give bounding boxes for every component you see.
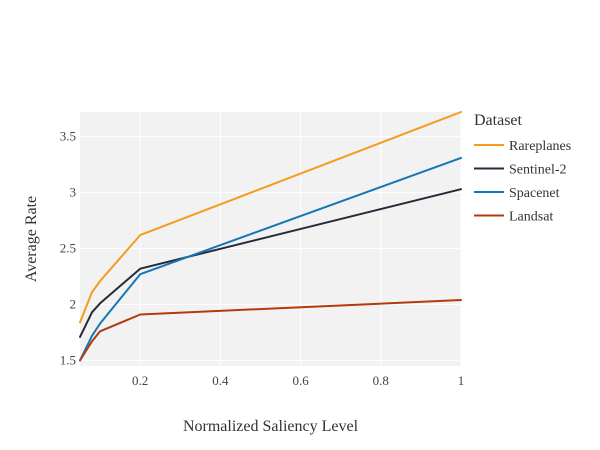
x-tick-label: 0.2 — [132, 373, 148, 388]
legend-label: Sentinel-2 — [509, 163, 567, 178]
x-tick-label: 1 — [458, 373, 465, 388]
x-axis-title: Normalized Saliency Level — [183, 418, 359, 435]
y-tick-label: 3.5 — [60, 129, 76, 144]
legend[interactable]: Dataset Rareplanes Sentinel-2 Spacenet Land… — [474, 112, 571, 225]
x-tick-label: 0.8 — [373, 373, 389, 388]
y-tick-label: 3 — [70, 185, 77, 200]
series-line-sentinel-2 — [79, 188, 462, 338]
y-axis-ticks: 1.5 2 2.5 3 3.5 — [60, 129, 76, 368]
x-axis-ticks: 0.2 0.4 0.6 0.8 1 — [132, 373, 464, 388]
legend-item-rareplanes[interactable]: Rareplanes — [474, 139, 571, 154]
legend-item-spacenet[interactable]: Spacenet — [474, 186, 560, 201]
legend-title: Dataset — [474, 112, 523, 129]
y-tick-label: 1.5 — [60, 352, 76, 367]
legend-item-landsat[interactable]: Landsat — [474, 210, 553, 225]
x-tick-label: 0.6 — [292, 373, 309, 388]
y-tick-label: 2 — [70, 296, 77, 311]
series-line-landsat — [79, 299, 462, 362]
legend-label: Landsat — [509, 210, 553, 225]
legend-label: Rareplanes — [509, 139, 571, 154]
y-gridlines — [80, 136, 461, 361]
series-line-spacenet — [79, 156, 462, 362]
plot-area — [80, 112, 461, 366]
y-axis-title: Average Rate — [23, 196, 40, 282]
x-gridlines — [139, 112, 462, 366]
legend-label: Spacenet — [509, 186, 560, 201]
series-layer — [79, 111, 462, 362]
y-tick-label: 2.5 — [60, 241, 76, 256]
x-tick-label: 0.4 — [212, 373, 229, 388]
legend-item-sentinel-2[interactable]: Sentinel-2 — [474, 163, 567, 178]
series-line-rareplanes — [79, 111, 462, 324]
